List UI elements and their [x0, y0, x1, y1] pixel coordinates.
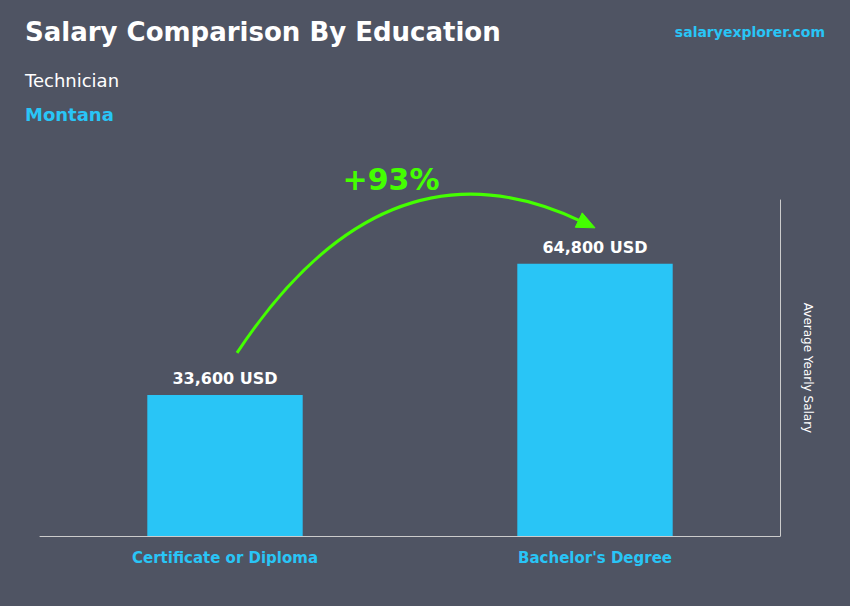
- svg-text:Certificate or Diploma: Certificate or Diploma: [132, 549, 318, 567]
- svg-text:Montana: Montana: [25, 104, 114, 125]
- svg-text:64,800 USD: 64,800 USD: [542, 238, 647, 257]
- svg-text:33,600 USD: 33,600 USD: [172, 369, 277, 388]
- svg-text:Average Yearly Salary: Average Yearly Salary: [801, 303, 815, 433]
- svg-text:+93%: +93%: [343, 162, 440, 197]
- svg-text:Bachelor's Degree: Bachelor's Degree: [518, 549, 672, 567]
- svg-text:salaryexplorer.com: salaryexplorer.com: [675, 24, 825, 40]
- svg-text:Salary Comparison By Education: Salary Comparison By Education: [25, 17, 501, 47]
- svg-text:Technician: Technician: [24, 70, 119, 91]
